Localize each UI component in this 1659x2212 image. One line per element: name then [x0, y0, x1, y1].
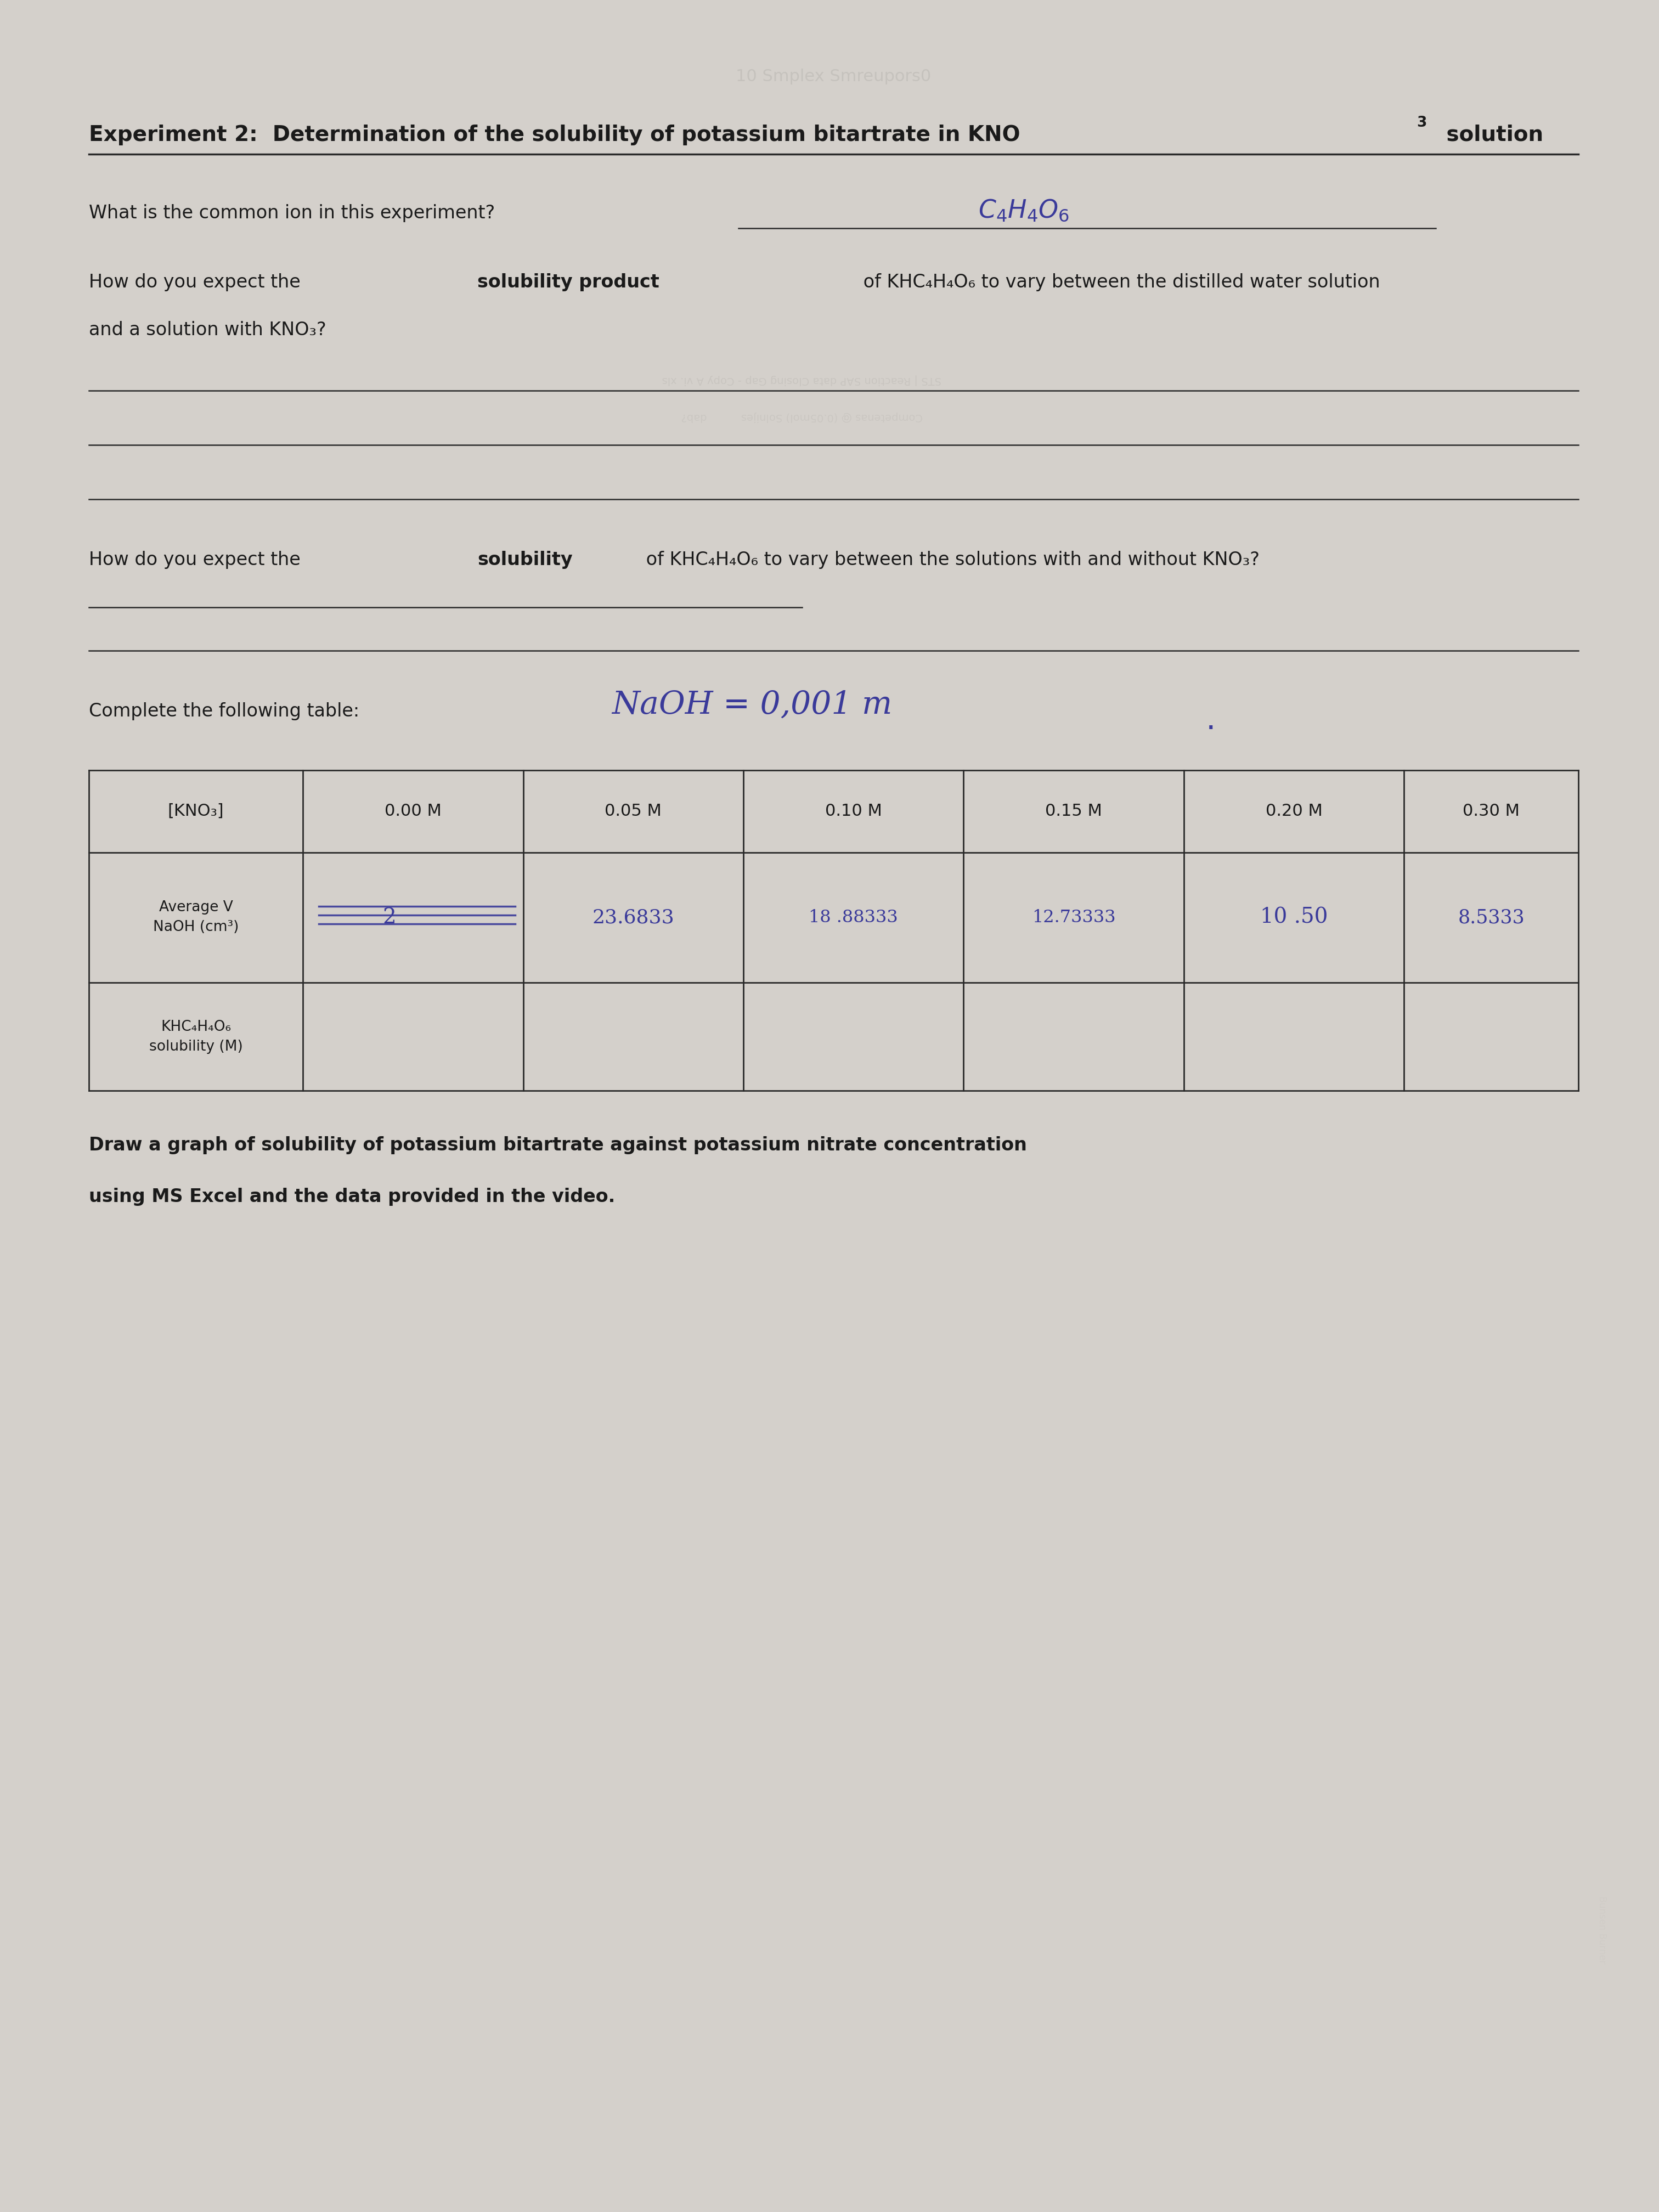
- Text: Complete the following table:: Complete the following table:: [90, 703, 360, 721]
- Text: 10 Smplex Smreupors0: 10 Smplex Smreupors0: [737, 69, 931, 84]
- Text: Competenas @ (0.05mol) Solnijes          dab?: Competenas @ (0.05mol) Solnijes dab?: [682, 411, 922, 422]
- Text: How do you expect the: How do you expect the: [90, 274, 307, 292]
- Text: 0.30 M: 0.30 M: [1463, 803, 1520, 818]
- Text: 0.15 M: 0.15 M: [1045, 803, 1102, 818]
- Text: $C_4H_4O_6$: $C_4H_4O_6$: [979, 199, 1070, 223]
- Text: NaOH = 0,001 m: NaOH = 0,001 m: [612, 690, 893, 721]
- Text: [KNO₃]: [KNO₃]: [168, 803, 224, 818]
- Text: 0.00 M: 0.00 M: [385, 803, 441, 818]
- Text: STS | Reaction SAP data Closing Gap - Copy A vi. xls: STS | Reaction SAP data Closing Gap - Co…: [662, 374, 942, 385]
- Text: .: .: [1206, 703, 1216, 737]
- Text: of KHC₄H₄O₆ to vary between the distilled water solution: of KHC₄H₄O₆ to vary between the distille…: [858, 274, 1380, 292]
- Text: 12.73333: 12.73333: [1032, 909, 1115, 927]
- Text: of KHC₄H₄O₆ to vary between the solutions with and without KNO₃?: of KHC₄H₄O₆ to vary between the solution…: [640, 551, 1259, 568]
- Text: 18 .88333: 18 .88333: [810, 909, 898, 927]
- Text: How do you expect the: How do you expect the: [90, 551, 307, 568]
- Text: solubility product: solubility product: [478, 274, 659, 292]
- Text: and a solution with KNO₃?: and a solution with KNO₃?: [90, 321, 327, 338]
- Text: 10 .50: 10 .50: [1261, 907, 1327, 927]
- Text: 3: 3: [1417, 115, 1427, 131]
- Text: using MS Excel and the data provided in the video.: using MS Excel and the data provided in …: [90, 1188, 615, 1206]
- Text: solution: solution: [1438, 124, 1543, 146]
- Text: Average V
NaOH (cm³): Average V NaOH (cm³): [153, 900, 239, 933]
- Text: 0.20 M: 0.20 M: [1266, 803, 1322, 818]
- Text: 0.05 M: 0.05 M: [606, 803, 662, 818]
- Text: 8.5333: 8.5333: [1458, 909, 1525, 927]
- Text: 2: 2: [383, 907, 397, 927]
- Text: solubility: solubility: [478, 551, 572, 568]
- Text: Draw a graph of solubility of potassium bitartrate against potassium nitrate con: Draw a graph of solubility of potassium …: [90, 1137, 1027, 1155]
- Text: 23.6833: 23.6833: [592, 909, 674, 927]
- Text: KHC₄H₄O₆
solubility (M): KHC₄H₄O₆ solubility (M): [149, 1020, 242, 1053]
- Text: 0.10 M: 0.10 M: [825, 803, 883, 818]
- Text: What is the common ion in this experiment?: What is the common ion in this experimen…: [90, 204, 494, 221]
- Text: Experiment 2:  Determination of the solubility of potassium bitartrate in KNO: Experiment 2: Determination of the solub…: [90, 124, 1020, 146]
- Text: Bunsen Burner: Bunsen Burner: [1598, 1896, 1608, 1964]
